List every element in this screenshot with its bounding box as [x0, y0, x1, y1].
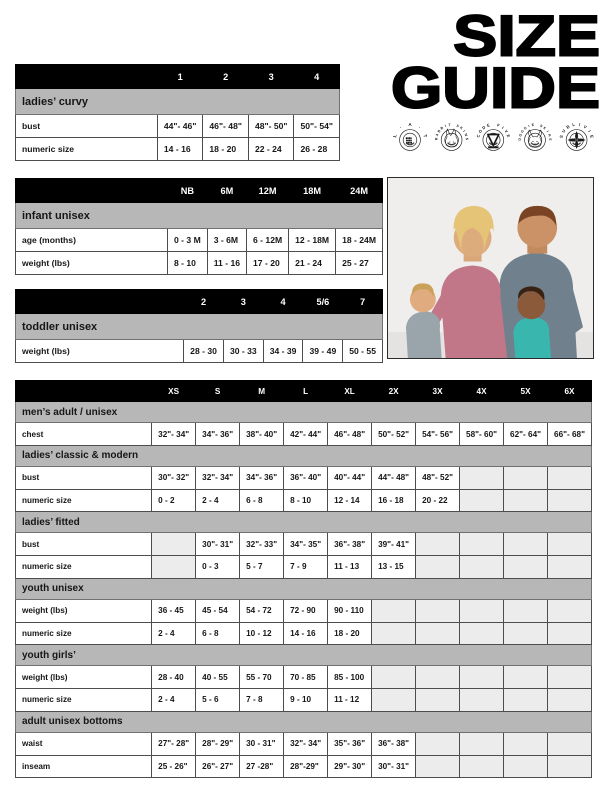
svg-text:N: N [464, 133, 469, 137]
svg-text:L: L [572, 122, 576, 127]
svg-text:V: V [504, 129, 510, 134]
svg-text:L: L [393, 134, 398, 138]
svg-text:I: I [444, 124, 447, 128]
svg-text:G: G [523, 126, 528, 131]
svg-text:I: I [501, 125, 505, 130]
svg-text:K: K [542, 126, 547, 131]
svg-text:T: T [448, 123, 452, 127]
svg-text:I: I [587, 129, 592, 133]
svg-text:S: S [465, 138, 469, 141]
svg-text:E: E [486, 122, 490, 128]
svg-text:I: I [528, 124, 531, 128]
svg-text:E: E [589, 135, 595, 139]
svg-text:U: U [561, 128, 567, 133]
svg-text:·: · [398, 125, 402, 130]
svg-text:I: I [546, 130, 550, 133]
svg-text:D: D [518, 137, 522, 140]
svg-text:E: E [506, 134, 512, 138]
svg-text:S: S [548, 138, 552, 141]
svg-text:·: · [417, 125, 421, 130]
svg-text:V: V [583, 124, 588, 130]
svg-text:B: B [440, 126, 445, 131]
svg-text:I: I [579, 122, 581, 127]
svg-text:E: E [531, 123, 535, 127]
svg-text:S: S [559, 135, 565, 139]
svg-text:A: A [408, 122, 412, 127]
svg-text:F: F [496, 122, 500, 128]
svg-text:B: B [565, 124, 570, 130]
svg-text:R: R [434, 137, 438, 140]
svg-text:I: I [462, 130, 466, 133]
svg-text:C: C [475, 134, 481, 138]
svg-text:T: T [422, 134, 428, 138]
svg-text:D: D [481, 125, 486, 131]
svg-text:N: N [547, 133, 552, 137]
